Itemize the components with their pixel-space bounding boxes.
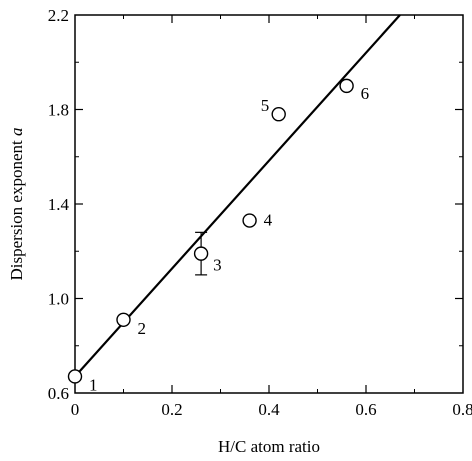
data-point (67, 369, 83, 384)
plot-frame (74, 14, 464, 394)
data-point-label: 2 (138, 319, 147, 338)
y-tick-label: 1.4 (48, 195, 70, 214)
x-tick-label: 0.4 (258, 400, 280, 419)
x-axis-ticks: 0 0.2 0.4 0.6 0.8 (71, 15, 472, 419)
point-labels: 1 2 3 4 5 6 (89, 84, 369, 395)
y-tick-label: 0.6 (48, 384, 69, 403)
data-point-label: 4 (264, 211, 273, 230)
x-tick-label: 0.6 (355, 400, 376, 419)
y-tick-label: 1.0 (48, 290, 69, 309)
y-axis-label-main: Dispersion exponent (7, 136, 26, 280)
data-point (242, 213, 257, 228)
data-point-label: 6 (361, 84, 370, 103)
data-point (339, 78, 354, 94)
data-point-label: 1 (89, 375, 98, 394)
data-point-label: 3 (213, 256, 222, 275)
x-axis-label: H/C atom ratio (218, 437, 320, 456)
x-tick-label: 0.8 (452, 400, 472, 419)
data-point (271, 107, 286, 122)
data-point-label: 5 (261, 96, 270, 115)
y-tick-label: 1.8 (48, 101, 69, 120)
y-axis-ticks: 0.6 1.0 1.4 1.8 2.2 (48, 6, 463, 403)
y-tick-label: 2.2 (48, 6, 69, 25)
data-point (193, 246, 209, 261)
y-axis-label: Dispersion exponent a (7, 128, 26, 281)
data-points (67, 78, 354, 384)
y-axis-label-var: a (7, 128, 26, 137)
x-tick-label: 0 (71, 400, 80, 419)
x-tick-label: 0.2 (161, 400, 182, 419)
data-point (116, 312, 131, 327)
